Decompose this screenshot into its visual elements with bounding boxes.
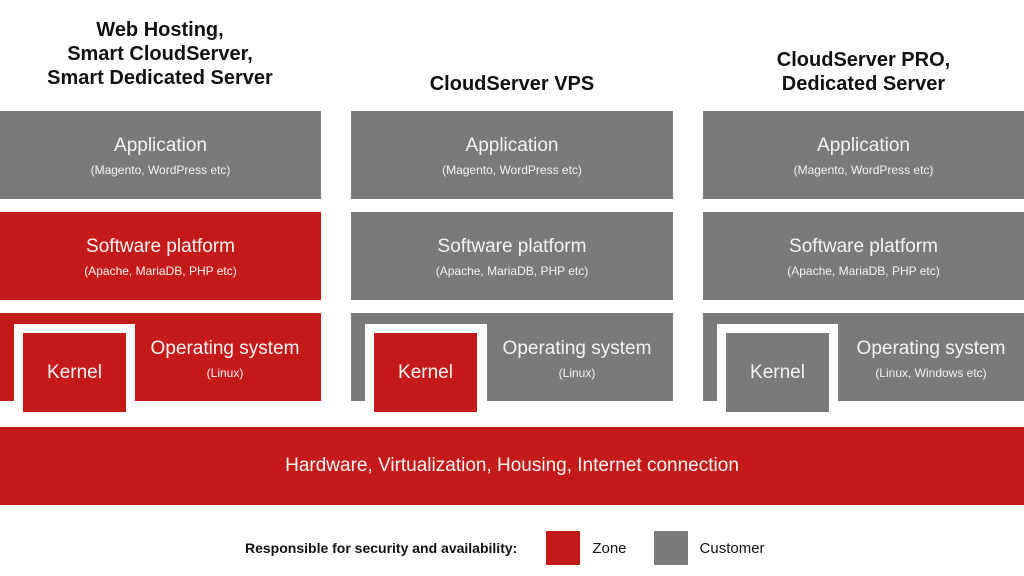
kernel-block: Kernel [726,333,829,412]
legend-zone-label: Zone [592,539,627,557]
application-layer: Application (Magento, WordPress etc) [351,111,673,199]
layer-sub: (Linux) [558,366,596,380]
layer-sub: (Apache, MariaDB, PHP etc) [84,264,237,278]
application-layer: Application (Magento, WordPress etc) [0,111,321,199]
legend-customer-label: Customer [699,539,765,557]
software-layer: Software platform (Apache, MariaDB, PHP … [703,212,1024,300]
column-title: CloudServer PRO, Dedicated Server [776,49,951,95]
layer-label: Software platform [86,236,235,257]
layer-sub: (Apache, MariaDB, PHP etc) [787,264,940,278]
hardware-label: Hardware, Virtualization, Housing, Inter… [285,455,739,476]
layer-label: Operating system [856,338,1006,359]
layer-label: Application [817,135,910,156]
column-title: Web Hosting, Smart CloudServer, Smart De… [47,19,273,89]
layer-label: Software platform [437,236,587,257]
layer-label: Application [465,135,559,156]
kernel-block: Kernel [23,333,126,412]
software-layer: Software platform (Apache, MariaDB, PHP … [351,212,673,300]
layer-label: Operating system [150,338,300,359]
layer-sub: (Linux, Windows etc) [875,366,987,380]
layer-sub: (Magento, WordPress etc) [90,163,231,177]
layer-label: Software platform [789,236,938,257]
column-title: CloudServer VPS [429,73,595,95]
legend-customer-swatch [653,531,688,565]
layer-sub: (Magento, WordPress etc) [793,163,934,177]
software-layer: Software platform (Apache, MariaDB, PHP … [0,212,321,300]
layer-label: Application [114,135,207,156]
legend: Responsible for security and availabilit… [245,531,765,565]
application-layer: Application (Magento, WordPress etc) [703,111,1024,199]
layer-sub: (Linux) [206,366,244,380]
layer-sub: (Magento, WordPress etc) [442,163,582,177]
layer-label: Operating system [502,338,652,359]
kernel-block: Kernel [374,333,477,412]
legend-label: Responsible for security and availabilit… [245,540,518,556]
hardware-layer: Hardware, Virtualization, Housing, Inter… [0,427,1024,505]
layer-sub: (Apache, MariaDB, PHP etc) [435,264,589,278]
legend-zone-swatch [546,531,581,565]
